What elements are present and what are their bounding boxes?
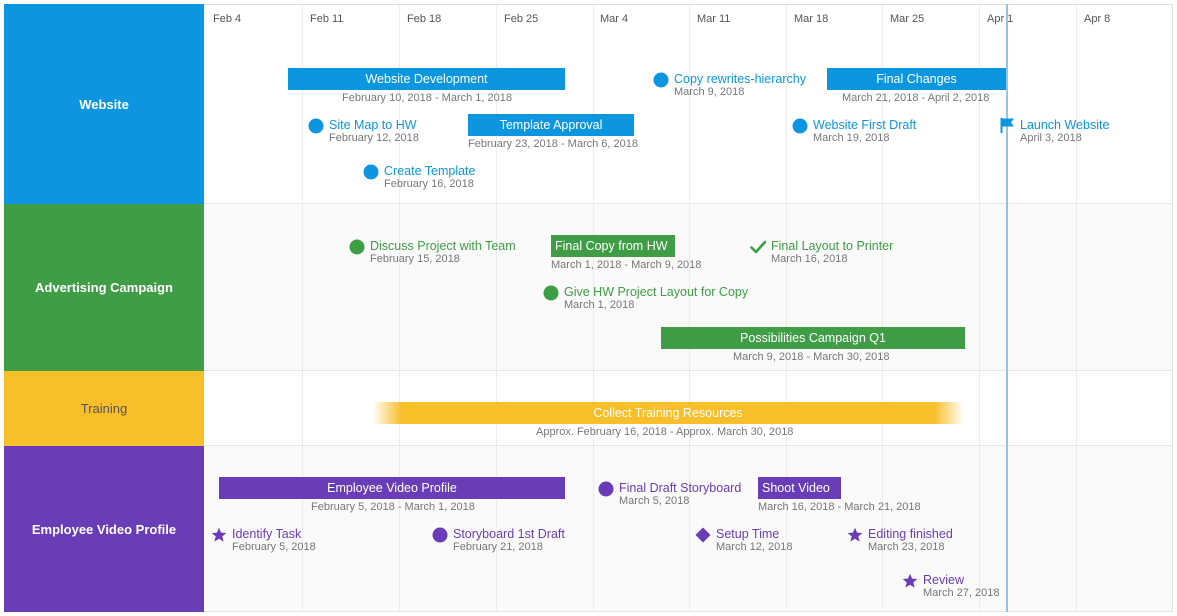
- milestone-date: February 16, 2018: [384, 178, 474, 190]
- lane-label-website[interactable]: Website: [4, 4, 204, 204]
- milestone-review[interactable]: Review: [923, 573, 964, 587]
- task-dates: February 23, 2018 - March 6, 2018: [468, 138, 638, 150]
- lane-label-advertising[interactable]: Advertising Campaign: [4, 204, 204, 371]
- milestone-give-layout[interactable]: Give HW Project Layout for Copy: [564, 285, 749, 299]
- date-label: Mar 18: [794, 13, 829, 25]
- flag-icon[interactable]: [999, 117, 1015, 133]
- grid-line: [882, 4, 883, 612]
- task-bar-website-development[interactable]: Website Development: [288, 68, 565, 90]
- task-dates: March 21, 2018 - April 2, 2018: [842, 92, 990, 104]
- milestone-setup-time[interactable]: Setup Time: [716, 527, 780, 541]
- date-label: Feb 4: [213, 13, 242, 25]
- task-bar-template-approval[interactable]: Template Approval: [468, 114, 634, 136]
- milestone-date: February 12, 2018: [329, 132, 419, 144]
- milestone-date: March 23, 2018: [868, 541, 945, 553]
- lane-label-video[interactable]: Employee Video Profile: [4, 446, 204, 612]
- milestone-date: February 15, 2018: [370, 253, 460, 265]
- milestone-date: February 21, 2018: [453, 541, 543, 553]
- date-label: Apr 1: [987, 13, 1014, 25]
- milestone-date: March 1, 2018: [564, 299, 635, 311]
- milestone-discuss-project[interactable]: Discuss Project with Team: [370, 239, 516, 253]
- task-title: Possibilities Campaign Q1: [740, 331, 886, 345]
- milestone-editing-finished[interactable]: Editing finished: [868, 527, 953, 541]
- grid-line: [689, 4, 690, 612]
- milestone-date: March 16, 2018: [771, 253, 848, 265]
- task-title: Final Copy from HW: [555, 239, 668, 253]
- date-label: Mar 11: [697, 13, 731, 25]
- frame-top: [204, 4, 1173, 5]
- task-title: Template Approval: [499, 118, 603, 132]
- date-label: Feb 11: [310, 13, 344, 25]
- task-bar-possibilities-campaign[interactable]: Possibilities Campaign Q1: [661, 327, 965, 349]
- circle-icon[interactable]: [792, 118, 808, 134]
- star-icon[interactable]: [847, 527, 863, 543]
- milestone-date: March 12, 2018: [716, 541, 793, 553]
- task-bar-collect-training-resources[interactable]: Collect Training Resources: [372, 402, 964, 424]
- frame-right: [1172, 4, 1173, 612]
- date-label: Feb 18: [407, 13, 442, 25]
- circle-icon[interactable]: [349, 239, 365, 255]
- milestone-final-draft-storyboard[interactable]: Final Draft Storyboard: [619, 481, 742, 495]
- task-bar-employee-video-profile[interactable]: Employee Video Profile: [219, 477, 565, 499]
- task-bar-shoot-video[interactable]: Shoot Video: [758, 477, 841, 499]
- milestone-final-layout[interactable]: Final Layout to Printer: [771, 239, 894, 253]
- diamond-icon[interactable]: [695, 527, 711, 543]
- task-title: Website Development: [365, 72, 488, 86]
- milestone-date: March 9, 2018: [674, 86, 745, 98]
- circle-icon[interactable]: [432, 527, 448, 543]
- task-bar-final-copy[interactable]: Final Copy from HW: [551, 235, 675, 257]
- milestone-launch-website[interactable]: Launch Website: [1020, 118, 1110, 132]
- task-title: Collect Training Resources: [593, 406, 743, 420]
- task-dates: February 10, 2018 - March 1, 2018: [342, 92, 512, 104]
- task-title: Final Changes: [876, 72, 957, 86]
- milestone-date: March 19, 2018: [813, 132, 890, 144]
- milestone-identify-task[interactable]: Identify Task: [232, 527, 302, 541]
- milestone-create-template[interactable]: Create Template: [384, 164, 476, 178]
- circle-icon[interactable]: [543, 285, 559, 301]
- lane-label-training[interactable]: Training: [4, 371, 204, 446]
- milestone-site-map[interactable]: Site Map to HW: [329, 118, 417, 132]
- task-title: Employee Video Profile: [327, 481, 457, 495]
- checkmark-icon[interactable]: [750, 239, 766, 255]
- circle-icon[interactable]: [653, 72, 669, 88]
- grid-line: [399, 4, 400, 612]
- circle-icon[interactable]: [308, 118, 324, 134]
- date-label: Feb 25: [504, 13, 539, 25]
- milestone-date: February 5, 2018: [232, 541, 316, 553]
- date-label: Mar 4: [600, 13, 629, 25]
- date-label: Apr 8: [1084, 13, 1111, 25]
- date-label: Mar 25: [890, 13, 925, 25]
- milestone-storyboard-first-draft[interactable]: Storyboard 1st Draft: [453, 527, 565, 541]
- circle-icon[interactable]: [598, 481, 614, 497]
- task-dates: Approx. February 16, 2018 - Approx. Marc…: [536, 426, 794, 438]
- task-dates: February 5, 2018 - March 1, 2018: [311, 501, 475, 513]
- task-title: Shoot Video: [762, 481, 830, 495]
- task-dates: March 16, 2018 - March 21, 2018: [758, 501, 921, 513]
- today-marker-line: [1006, 4, 1008, 612]
- task-bar-final-changes[interactable]: Final Changes: [827, 68, 1006, 90]
- task-dates: March 1, 2018 - March 9, 2018: [551, 259, 702, 271]
- star-icon[interactable]: [211, 527, 227, 543]
- task-dates: March 9, 2018 - March 30, 2018: [733, 351, 890, 363]
- grid-line: [1076, 4, 1077, 612]
- milestone-date: March 5, 2018: [619, 495, 690, 507]
- lane-bg-video: [204, 446, 1173, 612]
- milestone-date: March 27, 2018: [923, 587, 1000, 599]
- grid-line: [302, 4, 303, 612]
- milestone-copy-rewrites[interactable]: Copy rewrites-hierarchy: [674, 72, 806, 86]
- grid-line: [593, 4, 594, 612]
- circle-icon[interactable]: [363, 164, 379, 180]
- grid-line: [496, 4, 497, 612]
- milestone-date: April 3, 2018: [1020, 132, 1082, 144]
- star-icon[interactable]: [902, 573, 918, 589]
- grid-line: [979, 4, 980, 612]
- grid-line: [786, 4, 787, 612]
- milestone-first-draft[interactable]: Website First Draft: [813, 118, 917, 132]
